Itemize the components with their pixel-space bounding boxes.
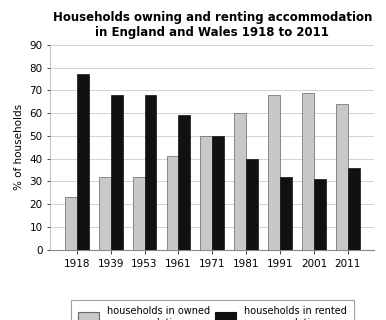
Bar <box>133 177 144 250</box>
Bar <box>348 168 360 250</box>
Bar <box>246 159 258 250</box>
Bar <box>144 95 156 250</box>
Bar <box>302 92 314 250</box>
Bar <box>212 136 224 250</box>
Bar <box>111 95 122 250</box>
Bar <box>268 95 280 250</box>
Bar <box>178 115 190 250</box>
Legend: households in owned
accommodation, households in rented
accommodation: households in owned accommodation, house… <box>71 300 354 320</box>
Bar <box>65 197 77 250</box>
Y-axis label: % of households: % of households <box>14 104 24 190</box>
Bar <box>99 177 111 250</box>
Bar <box>314 179 326 250</box>
Bar <box>234 113 246 250</box>
Bar <box>280 177 292 250</box>
Bar <box>336 104 348 250</box>
Bar <box>200 136 212 250</box>
Bar <box>77 74 89 250</box>
Bar <box>167 156 178 250</box>
Title: Households owning and renting accommodation
in England and Wales 1918 to 2011: Households owning and renting accommodat… <box>52 12 372 39</box>
